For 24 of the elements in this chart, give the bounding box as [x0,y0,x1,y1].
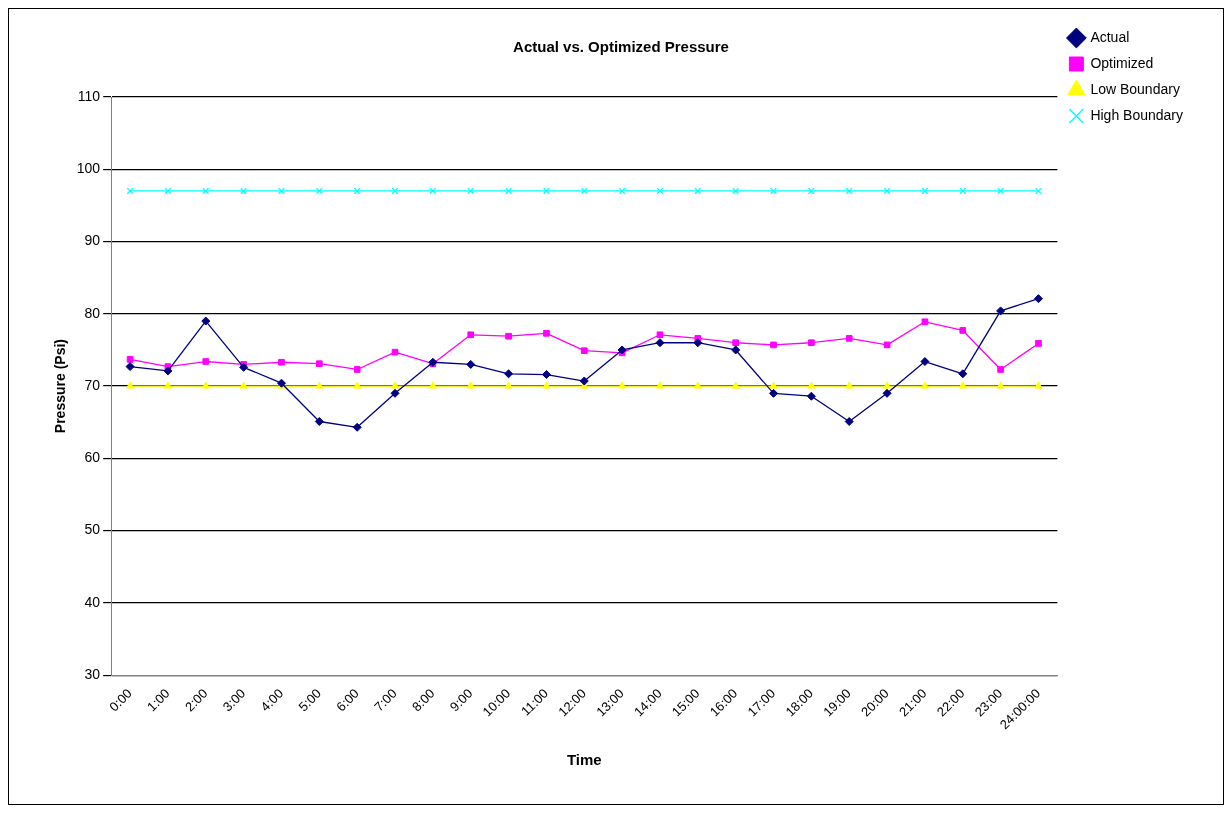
x-axis-title: Time [566,751,602,769]
y-tick-label: 60 [84,449,101,466]
x-tick-label: 3:00 [219,685,249,715]
y-tick-label: 70 [84,376,101,393]
x-tick-label: 8:00 [409,685,438,715]
legend-label: Low Boundary [1090,80,1180,97]
legend-label: High Boundary [1090,106,1184,123]
y-tick-label: 30 [84,666,101,683]
y-tick-label: 100 [76,160,101,177]
x-tick-label: 7:00 [371,685,400,715]
y-tick-label: 80 [84,304,101,321]
y-tick-label: 50 [84,521,101,538]
x-tick-label: 4:00 [257,685,287,715]
x-tick-label: 6:00 [333,685,362,715]
y-tick-label: 110 [77,87,101,104]
legend-label: Actual [1090,28,1130,45]
y-tick-label: 40 [84,593,101,610]
x-tick-label: 0:00 [106,685,135,715]
legend-label: Optimized [1090,54,1154,71]
y-axis-title: Pressure (Psi) [52,339,69,434]
x-tick-label: 9:00 [446,685,476,715]
y-tick-label: 90 [84,232,101,249]
chart-title: Actual vs. Optimized Pressure [513,38,729,56]
x-tick-label: 5:00 [295,685,324,715]
